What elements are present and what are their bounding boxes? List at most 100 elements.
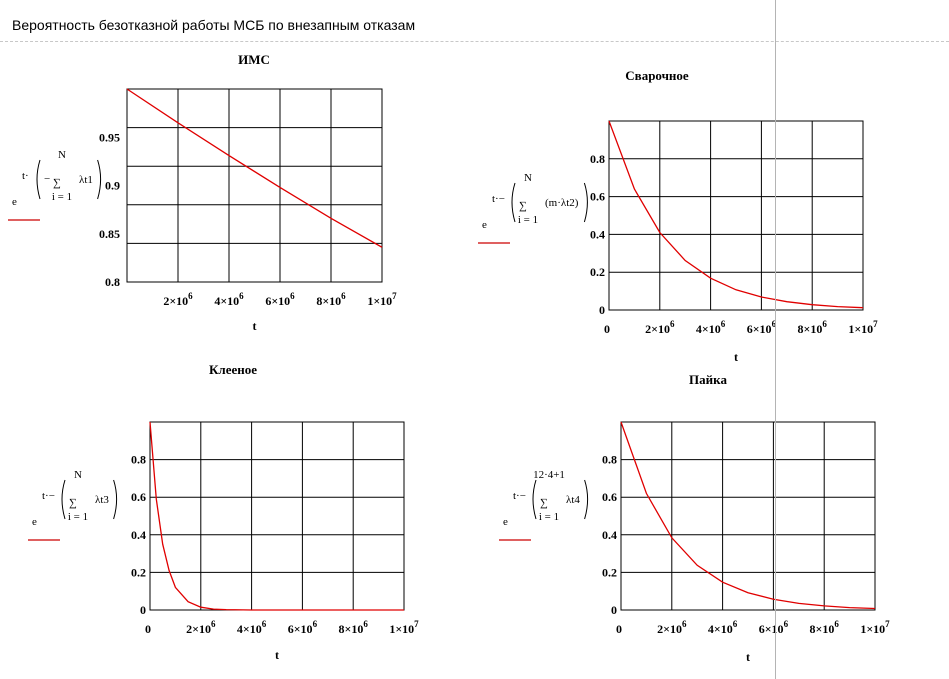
x-axis-label: t (734, 350, 738, 364)
expression-prefix: t· (22, 170, 29, 182)
x-tick-label: 1×107 (848, 319, 878, 336)
sum-upper-limit: N (58, 149, 66, 161)
data-curve (126, 88, 383, 248)
x-tick-label: 0 (145, 622, 151, 636)
right-bracket (113, 479, 118, 520)
data-curve (608, 120, 864, 309)
summation-term: (m·λt2) (545, 197, 579, 209)
chart-title: Клееное (209, 362, 257, 377)
y-tick-label: 0.6 (602, 490, 617, 504)
chart-title: Сварочное (625, 68, 689, 83)
y-tick-label: 0.4 (131, 528, 146, 542)
plot-frame (149, 421, 405, 611)
sum-upper-limit: 12·4+1 (533, 469, 565, 481)
x-axis-label: t (275, 648, 279, 662)
x-tick-label: 6×106 (288, 619, 318, 636)
y-tick-label: 0 (611, 603, 617, 617)
x-tick-label: 8×106 (798, 319, 828, 336)
expression-prefix: t·− (42, 490, 55, 502)
x-tick-label: 8×106 (339, 619, 369, 636)
right-bracket (584, 479, 589, 520)
summation-term: λt1 (79, 174, 93, 186)
x-tick-label: 4×106 (696, 319, 726, 336)
left-bracket (511, 182, 516, 223)
y-tick-label: 0.6 (590, 190, 605, 204)
vertical-cursor-line[interactable] (775, 0, 776, 679)
left-bracket (532, 479, 537, 520)
y-axis-expression: e t·− 12·4+1 ∑ i = 1 λt4 (499, 469, 589, 541)
y-axis-expression: e t· −N ∑ i = 1 λt1 (8, 149, 102, 221)
y-axis-expression: e t·− N ∑ i = 1 λt3 (28, 469, 118, 541)
sum-lower-limit: i = 1 (539, 511, 559, 523)
x-tick-label: 6×106 (759, 619, 789, 636)
exponent-base: e (32, 516, 37, 528)
exponent-base: e (12, 196, 17, 208)
x-tick-label: 4×106 (237, 619, 267, 636)
exponent-base: e (482, 219, 487, 231)
y-tick-label: 0.2 (602, 565, 617, 579)
x-tick-label: 6×106 (747, 319, 777, 336)
x-tick-label: 0 (616, 622, 622, 636)
y-tick-label: 0.8 (602, 453, 617, 467)
x-tick-label: 6×106 (265, 291, 295, 308)
chart-svarochnoe: Сварочное t 0 0.2 0.4 0.6 0.8 0 2×106 4×106 6×106 8… (478, 68, 878, 364)
x-tick-label: 4×106 (708, 619, 738, 636)
worksheet-heading: Вероятность безотказной работы МСБ по вн… (12, 17, 416, 33)
summation-term: λt3 (95, 494, 109, 506)
summation-symbol: ∑ (53, 177, 61, 189)
y-tick-label: 0.6 (131, 490, 146, 504)
y-tick-label: 0.95 (99, 130, 120, 144)
minus-sign: − (44, 173, 50, 185)
x-tick-label: 2×106 (186, 619, 216, 636)
sum-lower-limit: i = 1 (518, 214, 538, 226)
exponent-base: e (503, 516, 508, 528)
chart-title: ИМС (238, 52, 270, 67)
x-axis-label: t (253, 319, 257, 333)
chart-ims: ИМС t 0.8 0.85 0.9 0.95 2×106 4×106 6×106 8×106 1×… (8, 52, 397, 333)
x-tick-label: 0 (604, 322, 610, 336)
plot-frame (126, 88, 383, 283)
plot-frame (620, 421, 876, 611)
sum-upper-limit: N (524, 172, 532, 184)
x-tick-label: 8×106 (316, 291, 346, 308)
y-tick-label: 0.4 (602, 528, 617, 542)
plot-frame (608, 120, 864, 311)
x-axis-label: t (746, 650, 750, 664)
x-tick-label: 1×107 (367, 291, 397, 308)
chart-payka: Пайка t 0 0.2 0.4 0.6 0.8 0 2×106 4×106 6×106 8×106… (499, 372, 890, 664)
x-tick-label: 1×107 (860, 619, 890, 636)
x-tick-label: 2×106 (163, 291, 193, 308)
x-tick-label: 8×106 (810, 619, 840, 636)
chart-kleenoe: Клееное t 0 0.2 0.4 0.6 0.8 0 2×106 4×106 6×106 8×1… (28, 362, 419, 662)
summation-symbol: ∑ (519, 200, 527, 212)
region-separator (0, 41, 949, 42)
y-tick-label: 0.4 (590, 227, 605, 241)
chart-title: Пайка (689, 372, 727, 387)
y-tick-label: 0.9 (105, 179, 120, 193)
y-tick-label: 0.2 (131, 565, 146, 579)
summation-symbol: ∑ (69, 497, 77, 509)
x-tick-label: 2×106 (657, 619, 687, 636)
y-tick-label: 0.8 (590, 152, 605, 166)
data-curve (620, 421, 876, 610)
y-tick-label: 0.8 (105, 275, 120, 289)
y-axis-expression: e t·− N ∑ i = 1 (m·λt2) (478, 172, 588, 244)
y-tick-label: 0.2 (590, 265, 605, 279)
sum-upper-limit: N (74, 469, 82, 481)
data-curve (149, 421, 404, 611)
summation-term: λt4 (566, 494, 580, 506)
x-tick-label: 4×106 (214, 291, 244, 308)
y-tick-label: 0 (140, 603, 146, 617)
right-bracket (583, 182, 588, 223)
summation-symbol: ∑ (540, 497, 548, 509)
x-tick-label: 1×107 (389, 619, 419, 636)
y-tick-label: 0.85 (99, 227, 120, 241)
sum-lower-limit: i = 1 (52, 191, 72, 203)
y-tick-label: 0.8 (131, 453, 146, 467)
right-bracket (97, 159, 102, 200)
sum-lower-limit: i = 1 (68, 511, 88, 523)
x-tick-label: 2×106 (645, 319, 675, 336)
left-bracket (36, 159, 41, 200)
left-bracket (61, 479, 66, 520)
